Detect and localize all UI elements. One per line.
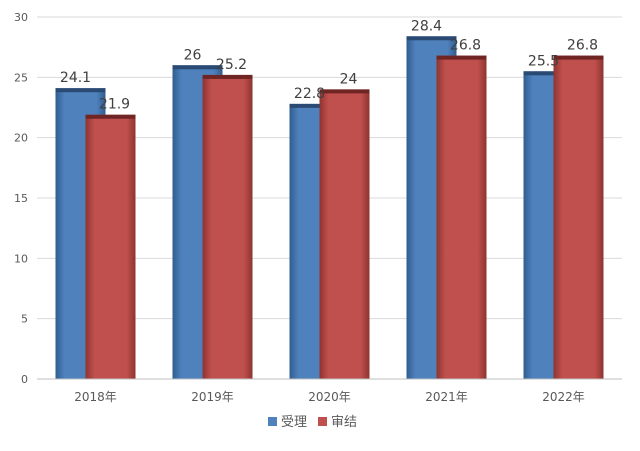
y-tick-label: 25: [14, 71, 28, 84]
data-label: 22.8: [294, 86, 325, 102]
bar-top-edge: [319, 89, 370, 94]
legend-label: 受理: [281, 415, 307, 430]
legend-swatch: [318, 417, 327, 426]
data-label: 26.8: [567, 38, 598, 54]
bars: [55, 36, 604, 380]
bar-top-edge: [55, 88, 106, 93]
y-tick-label: 15: [14, 192, 28, 205]
y-tick-label: 10: [14, 252, 28, 265]
bar-top-edge: [172, 65, 223, 70]
data-label: 21.9: [99, 97, 130, 113]
x-category-label: 2022年: [542, 390, 585, 404]
y-tick-label: 5: [21, 313, 28, 326]
bar-top-edge: [523, 71, 574, 76]
bar-top-edge: [85, 114, 136, 119]
y-tick-label: 20: [14, 132, 28, 145]
data-labels: 24.1 21.9 26 25.2 22.8 24 28.4 26.8 25.5 26.8: [60, 18, 598, 112]
y-axis-tick-labels: 0 5 10 15 20 25 30: [14, 11, 28, 386]
bar-top-edge: [406, 36, 457, 41]
data-label: 24.1: [60, 70, 91, 86]
x-category-label: 2018年: [74, 390, 117, 404]
data-label: 24: [340, 71, 358, 87]
bar-审结-2022年: [553, 55, 604, 379]
x-category-label: 2021年: [425, 390, 468, 404]
bar-top-edge: [436, 55, 487, 60]
data-label: 25.2: [216, 57, 247, 73]
y-tick-label: 30: [14, 11, 28, 24]
y-tick-label: 0: [21, 373, 28, 386]
bar-top-edge: [553, 55, 604, 60]
legend-label: 审结: [331, 415, 357, 430]
bar-审结-2018年: [85, 114, 136, 380]
x-axis-category-labels: 2018年 2019年 2020年 2021年 2022年: [74, 390, 585, 404]
bar-审结-2020年: [319, 89, 370, 380]
x-category-label: 2020年: [308, 390, 351, 404]
x-category-label: 2019年: [191, 390, 234, 404]
bar-top-edge: [202, 74, 253, 79]
bar-top-edge: [289, 103, 340, 108]
bar-审结-2021年: [436, 55, 487, 379]
legend: 受理 审结: [268, 415, 357, 430]
data-label: 28.4: [411, 18, 442, 34]
data-label: 25.5: [528, 53, 559, 69]
data-label: 26: [184, 47, 202, 63]
legend-swatch: [268, 417, 277, 426]
bar-审结-2019年: [202, 74, 253, 380]
data-label: 26.8: [450, 38, 481, 54]
